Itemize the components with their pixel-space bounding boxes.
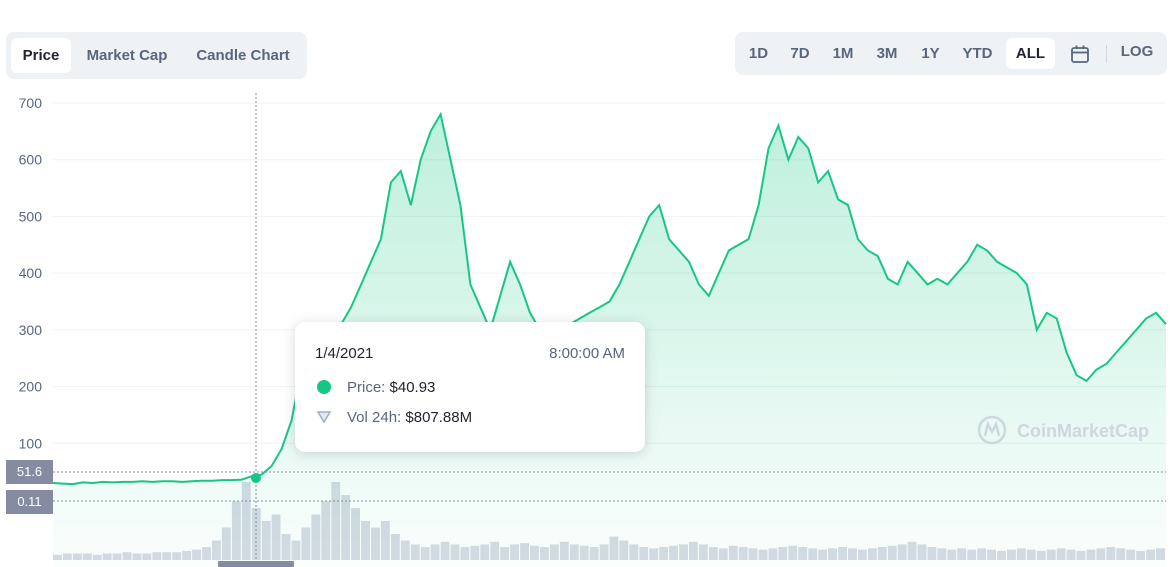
price-dot-icon	[317, 380, 331, 394]
tooltip-volume-value: $807.88M	[405, 409, 473, 426]
y-tick-label: 100	[19, 435, 43, 451]
y-tick-label: 200	[19, 379, 43, 395]
chart-type-tabs: Price Market Cap Candle Chart	[6, 32, 307, 79]
y-tick-label: 600	[19, 152, 43, 168]
tab-1y[interactable]: 1Y	[921, 45, 940, 62]
price-line	[52, 111, 1167, 486]
chart-tooltip: 1/4/2021 8:00:00 AM Price: $40.93 Vol 24…	[295, 322, 645, 452]
tab-3m[interactable]: 3M	[876, 45, 898, 62]
tab-all[interactable]: ALL	[1006, 38, 1055, 69]
volume-badge: 0.11	[6, 490, 53, 514]
y-tick-label: 300	[19, 322, 43, 338]
tab-price[interactable]: Price	[11, 38, 71, 73]
tab-1m[interactable]: 1M	[832, 45, 854, 62]
hover-point	[251, 473, 261, 483]
tab-candle-chart[interactable]: Candle Chart	[196, 47, 290, 64]
watermark: CoinMarketCap	[977, 415, 1149, 445]
volume-icon	[316, 411, 332, 424]
tooltip-price-label: Price:	[347, 379, 386, 396]
tooltip-price: Price: $40.93	[347, 379, 435, 396]
y-tick-label: 500	[19, 208, 43, 224]
tab-1d[interactable]: 1D	[748, 45, 769, 62]
tooltip-volume: Vol 24h: $807.88M	[347, 409, 472, 426]
log-toggle[interactable]: LOG	[1120, 43, 1154, 60]
watermark-text: CoinMarketCap	[1017, 421, 1149, 441]
tooltip-volume-label: Vol 24h:	[347, 409, 402, 426]
tooltip-price-value: $40.93	[389, 379, 436, 396]
time-range-tabs: 1D 7D 1M 3M 1Y YTD ALL LOG	[735, 32, 1167, 75]
tab-market-cap[interactable]: Market Cap	[86, 47, 168, 64]
scroll-thumb[interactable]	[218, 561, 294, 567]
tab-7d[interactable]: 7D	[790, 45, 810, 62]
tooltip-date: 1/4/2021	[315, 345, 374, 362]
tab-ytd[interactable]: YTD	[962, 45, 993, 62]
y-tick-label: 400	[19, 265, 43, 281]
price-badge: 51.6	[6, 460, 53, 484]
y-tick-label: 700	[19, 95, 43, 111]
calendar-icon[interactable]	[1069, 43, 1091, 65]
divider	[1106, 45, 1107, 63]
tooltip-time: 8:00:00 AM	[549, 345, 625, 362]
